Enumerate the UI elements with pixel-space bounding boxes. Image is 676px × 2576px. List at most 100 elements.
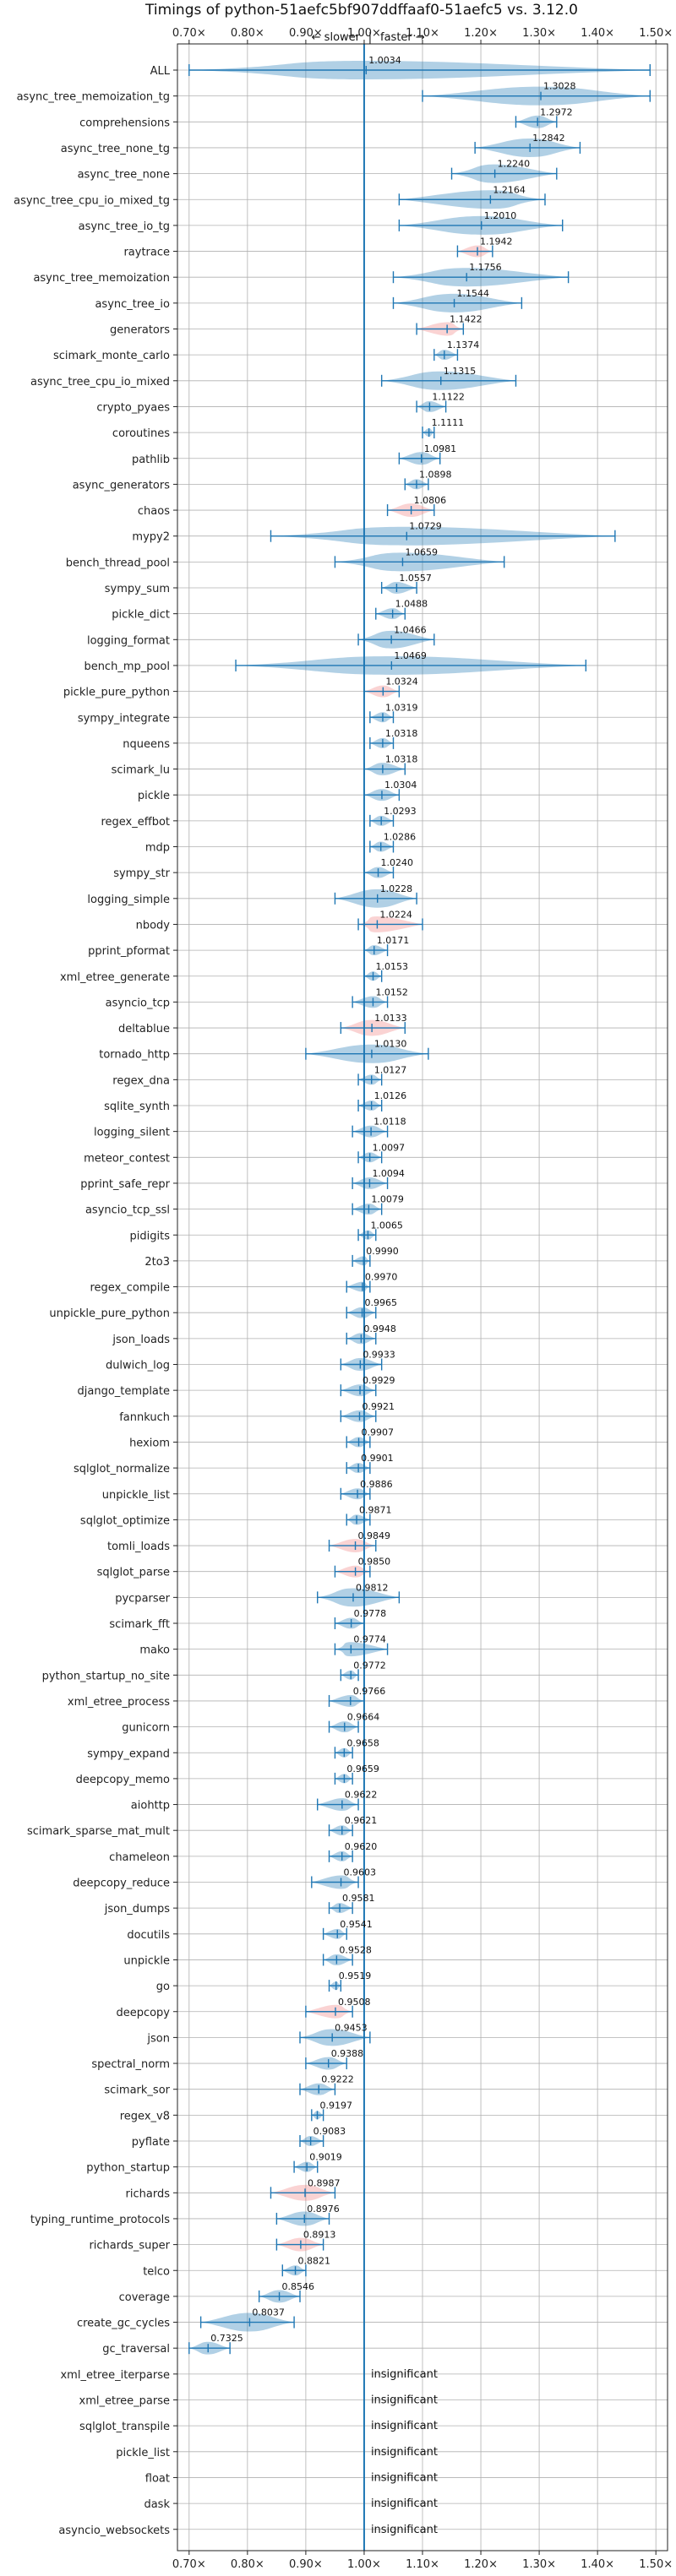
insignificant-label: insignificant (371, 2471, 438, 2484)
benchmark-label: python_startup_no_site (42, 1670, 170, 1682)
benchmark-label: asyncio_websockets (58, 2524, 170, 2537)
top-tick-label: 0.90× (289, 27, 323, 40)
benchmark-label: dulwich_log (106, 1360, 170, 1372)
benchmark-label: xml_etree_iterparse (60, 2369, 170, 2382)
value-label: 0.9197 (320, 2100, 353, 2111)
benchmark-label: float (145, 2472, 170, 2485)
top-tick-label: 1.40× (581, 27, 614, 40)
benchmark-label: sqlglot_optimize (80, 1514, 170, 1527)
insignificant-label: insignificant (371, 2420, 438, 2432)
bottom-tick-label: 1.30× (522, 2558, 556, 2571)
benchmark-label: json_dumps (104, 1903, 170, 1916)
benchmark-label: hexiom (129, 1437, 170, 1449)
value-label: 1.0153 (376, 961, 409, 972)
benchmark-label: logging_simple (87, 894, 170, 906)
value-label: 1.2842 (532, 133, 565, 144)
benchmark-label: sqlglot_normalize (74, 1463, 170, 1475)
value-label: 0.9907 (362, 1427, 395, 1437)
benchmark-label: gc_traversal (102, 2343, 170, 2356)
benchmark-label: async_tree_io_tg (79, 220, 170, 233)
benchmark-label: mypy2 (132, 531, 170, 544)
value-label: 1.2010 (484, 210, 517, 221)
benchmark-label: json (146, 2032, 170, 2045)
benchmark-label: aiohttp (131, 1800, 170, 1812)
value-labels: 1.0034 1.3028 1.2972 1.2842 1.2240 1.2164 1.20… (210, 55, 575, 2536)
benchmark-label: tornado_http (99, 1049, 170, 1062)
benchmark-label: sympy_str (113, 867, 170, 880)
benchmark-label: async_tree_cpu_io_mixed (30, 376, 170, 389)
value-label: 1.0152 (375, 986, 408, 997)
insignificant-label: insignificant (371, 2497, 438, 2510)
value-label: 0.9774 (353, 1634, 386, 1645)
value-label: 0.9453 (335, 2022, 368, 2033)
value-label: 1.0034 (368, 55, 401, 66)
value-label: 1.0240 (381, 857, 414, 868)
benchmark-label: spectral_norm (91, 2058, 170, 2071)
benchmark-label: bench_thread_pool (66, 557, 170, 569)
value-label: 1.0126 (374, 1090, 407, 1101)
benchmark-label: async_tree_cpu_io_mixed_tg (14, 194, 170, 207)
value-label: 0.9812 (356, 1582, 389, 1593)
benchmark-label: dask (144, 2498, 170, 2511)
benchmark-label: tomli_loads (107, 1541, 170, 1553)
value-label: 0.9766 (353, 1686, 386, 1697)
x-axis-ticks: 0.70× 0.70× 0.80× 0.80× 0.90× 0.90× 1.00× 1.00×… (172, 27, 673, 2571)
benchmark-label: xml_etree_generate (60, 971, 170, 984)
value-label: 0.9659 (346, 1764, 379, 1774)
benchmark-label: async_tree_io (95, 298, 170, 311)
benchmark-label: logging_silent (94, 1127, 170, 1139)
value-label: 0.9603 (344, 1867, 377, 1878)
benchmark-label: comprehensions (79, 117, 170, 129)
value-label: 0.9222 (321, 2074, 354, 2085)
benchmark-label: async_tree_memoization_tg (17, 91, 170, 104)
value-label: 0.9541 (340, 1919, 373, 1930)
value-label: 0.9850 (358, 1557, 391, 1568)
benchmark-label: pprint_pformat (88, 945, 170, 958)
value-label: 0.9581 (342, 1893, 375, 1904)
value-label: 0.8037 (252, 2307, 285, 2318)
bottom-tick-label: 1.20× (464, 2558, 498, 2571)
value-label: 1.0228 (380, 883, 413, 894)
benchmark-label: create_gc_cycles (77, 2318, 170, 2330)
benchmark-label: gunicorn (122, 1722, 170, 1735)
benchmark-label: deltablue (118, 1023, 170, 1035)
value-label: 0.9620 (345, 1841, 378, 1852)
value-label: 0.9508 (338, 1997, 371, 2008)
value-label: 0.9388 (331, 2048, 364, 2059)
benchmark-label: pickle_list (116, 2447, 170, 2459)
value-label: 0.8821 (298, 2255, 331, 2266)
value-label: 1.1942 (480, 236, 513, 247)
value-label: 1.0065 (370, 1220, 403, 1231)
benchmark-label: sympy_sum (105, 583, 170, 595)
bottom-tick-label: 0.70× (172, 2558, 206, 2571)
value-label: 0.8546 (282, 2281, 315, 2292)
top-tick-label: 1.00× (347, 27, 381, 40)
top-tick-label: 0.70× (172, 27, 206, 40)
value-label: 1.0133 (374, 1013, 407, 1024)
value-label: 1.1315 (444, 366, 477, 377)
value-label: 1.0729 (409, 521, 442, 532)
value-label: 1.0118 (373, 1117, 406, 1128)
value-label: 1.2164 (493, 184, 526, 195)
bottom-tick-label: 0.80× (231, 2558, 264, 2571)
insignificant-label: insignificant (371, 2524, 438, 2536)
value-label: 0.9621 (345, 1815, 378, 1826)
benchmark-label: regex_v8 (120, 2110, 170, 2122)
benchmark-label: async_tree_none_tg (61, 143, 170, 155)
bottom-tick-label: 1.00× (347, 2558, 381, 2571)
benchmark-labels: ALL async_tree_memoization_tg comprehensio… (14, 65, 171, 2537)
benchmark-label: deepcopy (116, 2007, 170, 2019)
benchmark-label: pickle (138, 790, 170, 802)
benchmark-label: logging_format (87, 634, 170, 647)
benchmark-label: xml_etree_process (68, 1696, 170, 1709)
benchmark-label: sqlglot_transpile (79, 2421, 170, 2433)
value-label: 0.9929 (363, 1375, 395, 1386)
benchmark-label: richards (126, 2187, 171, 2200)
value-label: 1.0806 (414, 495, 446, 506)
value-label: 1.1544 (457, 288, 490, 299)
value-label: 0.9778 (354, 1608, 387, 1619)
value-label: 1.0094 (372, 1168, 405, 1179)
benchmark-label: chaos (138, 505, 170, 518)
benchmark-label: richards_super (89, 2240, 170, 2253)
